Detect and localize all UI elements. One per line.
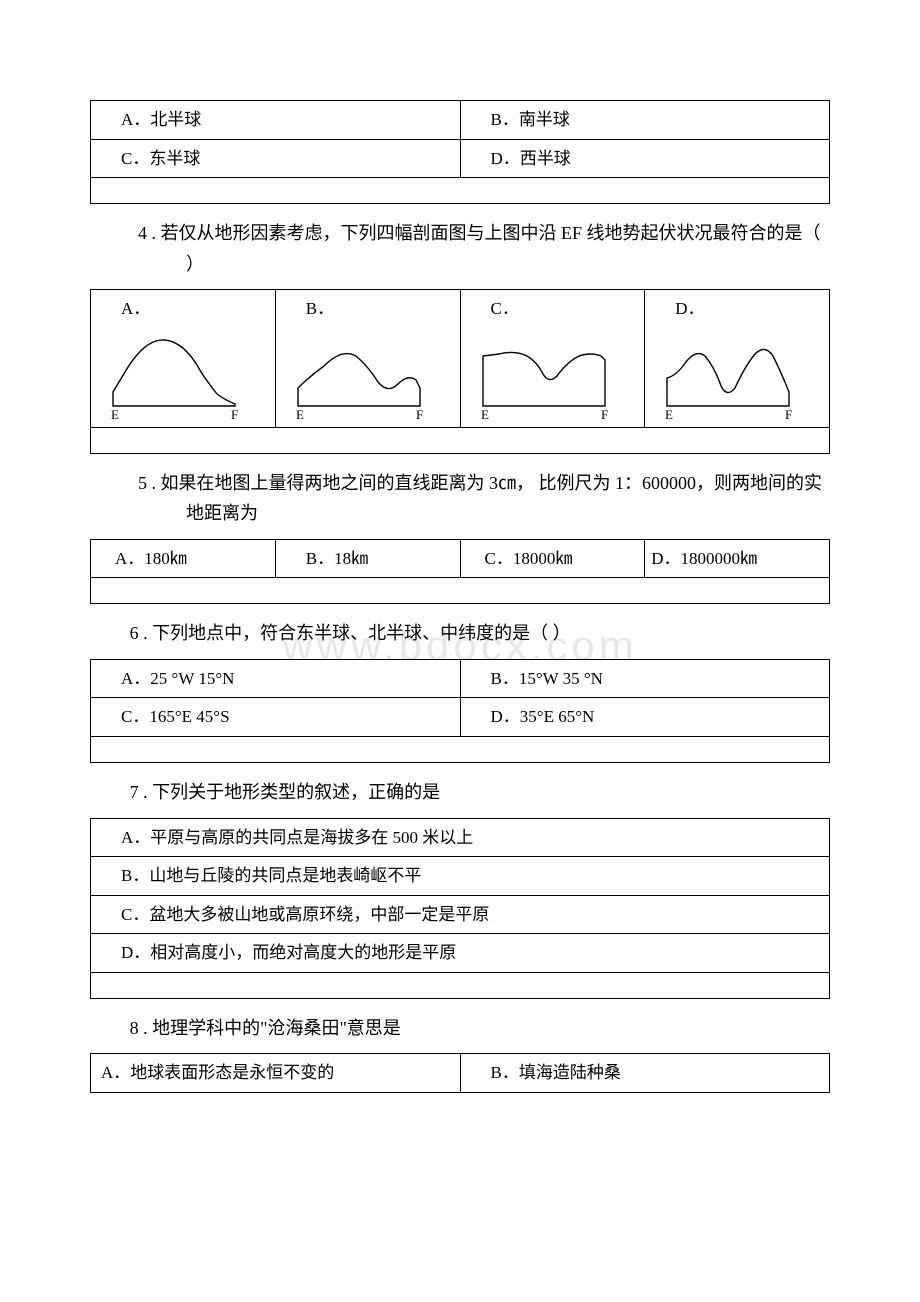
q4-label-d: D． <box>659 296 821 322</box>
q8-option-a: A．地球表面形态是永恒不变的 <box>91 1054 461 1093</box>
profile-b-svg: E F <box>290 326 430 421</box>
q7-option-a: A．平原与高原的共同点是海拔多在 500 米以上 <box>91 818 830 857</box>
profile-b-path <box>298 353 420 405</box>
q6-option-c: C．165°E 45°S <box>91 698 461 737</box>
q6-text: 6 . 下列地点中，符合东半球、北半球、中纬度的是（ ） <box>90 618 830 649</box>
q4-label-b: B． <box>290 296 452 322</box>
profile-d-svg: E F <box>659 326 799 421</box>
q7-option-c: C．盆地大多被山地或高原环绕，中部一定是平原 <box>91 895 830 934</box>
q3-options-table: A．北半球 B．南半球 C．东半球 D．西半球 <box>90 100 830 204</box>
axis-e: E <box>111 407 119 421</box>
q7-text: 7 . 下列关于地形类型的叙述，正确的是 <box>90 777 830 808</box>
axis-f: F <box>231 407 238 421</box>
q5-options-table: A．180㎞ B．18㎞ C．18000㎞ D．1800000㎞ <box>90 539 830 605</box>
q4-diagrams-table: A． E F B． E F C． E F D． <box>90 289 830 454</box>
q4-label-a: A． <box>105 296 267 322</box>
axis-f: F <box>601 407 608 421</box>
q3-option-b: B．南半球 <box>460 101 830 140</box>
q6-option-a: A．25 °W 15°N <box>91 659 461 698</box>
q6-option-b: B．15°W 35 °N <box>460 659 830 698</box>
q3-option-a: A．北半球 <box>91 101 461 140</box>
profile-a-svg: E F <box>105 326 245 421</box>
q3-empty-row <box>91 178 830 204</box>
q8-option-b: B．填海造陆种桑 <box>460 1054 830 1093</box>
q5-option-a: A．180㎞ <box>91 539 276 578</box>
q8-text: 8 . 地理学科中的"沧海桑田"意思是 <box>90 1013 830 1044</box>
q5-option-d: D．1800000㎞ <box>645 539 830 578</box>
q4-diagram-a: A． E F <box>91 290 276 428</box>
q5-text: 5 . 如果在地图上量得两地之间的直线距离为 3㎝， 比例尺为 1：600000… <box>138 468 830 529</box>
page-content: A．北半球 B．南半球 C．东半球 D．西半球 4 . 若仅从地形因素考虑，下列… <box>90 100 830 1093</box>
profile-a-path <box>113 340 235 406</box>
axis-f: F <box>785 407 792 421</box>
q3-option-d: D．西半球 <box>460 139 830 178</box>
q7-empty-row <box>91 972 830 998</box>
q7-options-table: A．平原与高原的共同点是海拔多在 500 米以上 B．山地与丘陵的共同点是地表崎… <box>90 818 830 999</box>
q7-option-d: D．相对高度小，而绝对高度大的地形是平原 <box>91 934 830 973</box>
q5-option-b: B．18㎞ <box>275 539 460 578</box>
q4-diagram-c: C． E F <box>460 290 645 428</box>
q6-empty-row <box>91 736 830 762</box>
q4-diagram-b: B． E F <box>275 290 460 428</box>
axis-f: F <box>416 407 423 421</box>
q5-option-c: C．18000㎞ <box>460 539 645 578</box>
axis-e: E <box>481 407 489 421</box>
profile-c-svg: E F <box>475 326 615 421</box>
q4-label-c: C． <box>475 296 637 322</box>
axis-e: E <box>665 407 673 421</box>
q4-text: 4 . 若仅从地形因素考虑，下列四幅剖面图与上图中沿 EF 线地势起伏状况最符合… <box>138 218 830 279</box>
q4-empty-row <box>91 427 830 453</box>
q8-options-table: A．地球表面形态是永恒不变的 B．填海造陆种桑 <box>90 1053 830 1093</box>
q7-option-b: B．山地与丘陵的共同点是地表崎岖不平 <box>91 857 830 896</box>
q6-options-table: A．25 °W 15°N B．15°W 35 °N C．165°E 45°S D… <box>90 659 830 763</box>
q4-diagram-d: D． E F <box>645 290 830 428</box>
profile-d-path <box>667 349 789 406</box>
axis-e: E <box>296 407 304 421</box>
q5-empty-row <box>91 578 830 604</box>
profile-c-path <box>483 352 605 406</box>
q6-option-d: D．35°E 65°N <box>460 698 830 737</box>
q3-option-c: C．东半球 <box>91 139 461 178</box>
